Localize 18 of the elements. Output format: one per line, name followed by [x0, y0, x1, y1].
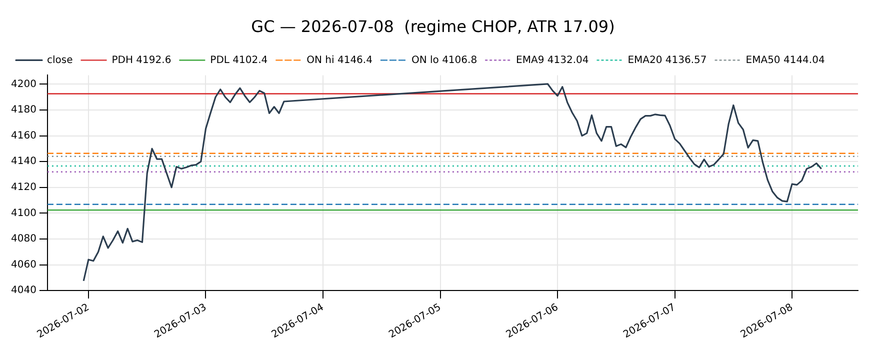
y-tick-label: 4040 — [10, 285, 36, 296]
legend-label: close — [47, 54, 73, 66]
y-tick-label: 4200 — [10, 78, 36, 90]
y-tick-label: 4160 — [10, 130, 36, 142]
legend-label: ON hi 4146.4 — [306, 54, 372, 66]
chart-title: GC — 2026-07-08 (regime CHOP, ATR 17.09) — [251, 16, 615, 36]
y-tick-label: 4080 — [10, 234, 36, 245]
legend-label: EMA50 4144.04 — [746, 54, 825, 66]
y-tick-label: 4180 — [10, 104, 36, 116]
legend-label: EMA20 4136.57 — [628, 54, 707, 66]
legend-label: PDL 4102.4 — [210, 54, 268, 66]
y-tick-label: 4120 — [10, 182, 36, 193]
legend-label: PDH 4192.6 — [112, 54, 172, 66]
legend-label: EMA9 4132.04 — [516, 54, 589, 66]
y-tick-label: 4140 — [10, 156, 36, 168]
y-tick-label: 4060 — [10, 259, 36, 270]
legend-label: ON lo 4106.8 — [411, 54, 478, 66]
y-tick-label: 4100 — [10, 208, 36, 219]
